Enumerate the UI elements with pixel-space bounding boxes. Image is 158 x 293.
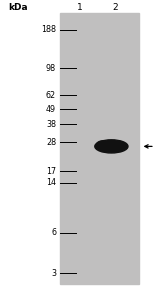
Text: 3: 3 (51, 269, 56, 278)
Text: 28: 28 (46, 137, 56, 146)
Text: 14: 14 (46, 178, 56, 187)
Text: 62: 62 (46, 91, 56, 100)
Text: 6: 6 (51, 228, 56, 237)
Text: 38: 38 (46, 120, 56, 129)
Text: 17: 17 (46, 167, 56, 176)
Bar (60, 13, 139, 284)
Text: kDa: kDa (8, 3, 27, 12)
Text: 98: 98 (46, 64, 56, 73)
Text: 1: 1 (77, 3, 83, 12)
Ellipse shape (95, 140, 128, 153)
Ellipse shape (96, 141, 108, 150)
Text: 49: 49 (46, 105, 56, 114)
Text: 188: 188 (41, 25, 56, 35)
Text: 2: 2 (112, 3, 118, 12)
